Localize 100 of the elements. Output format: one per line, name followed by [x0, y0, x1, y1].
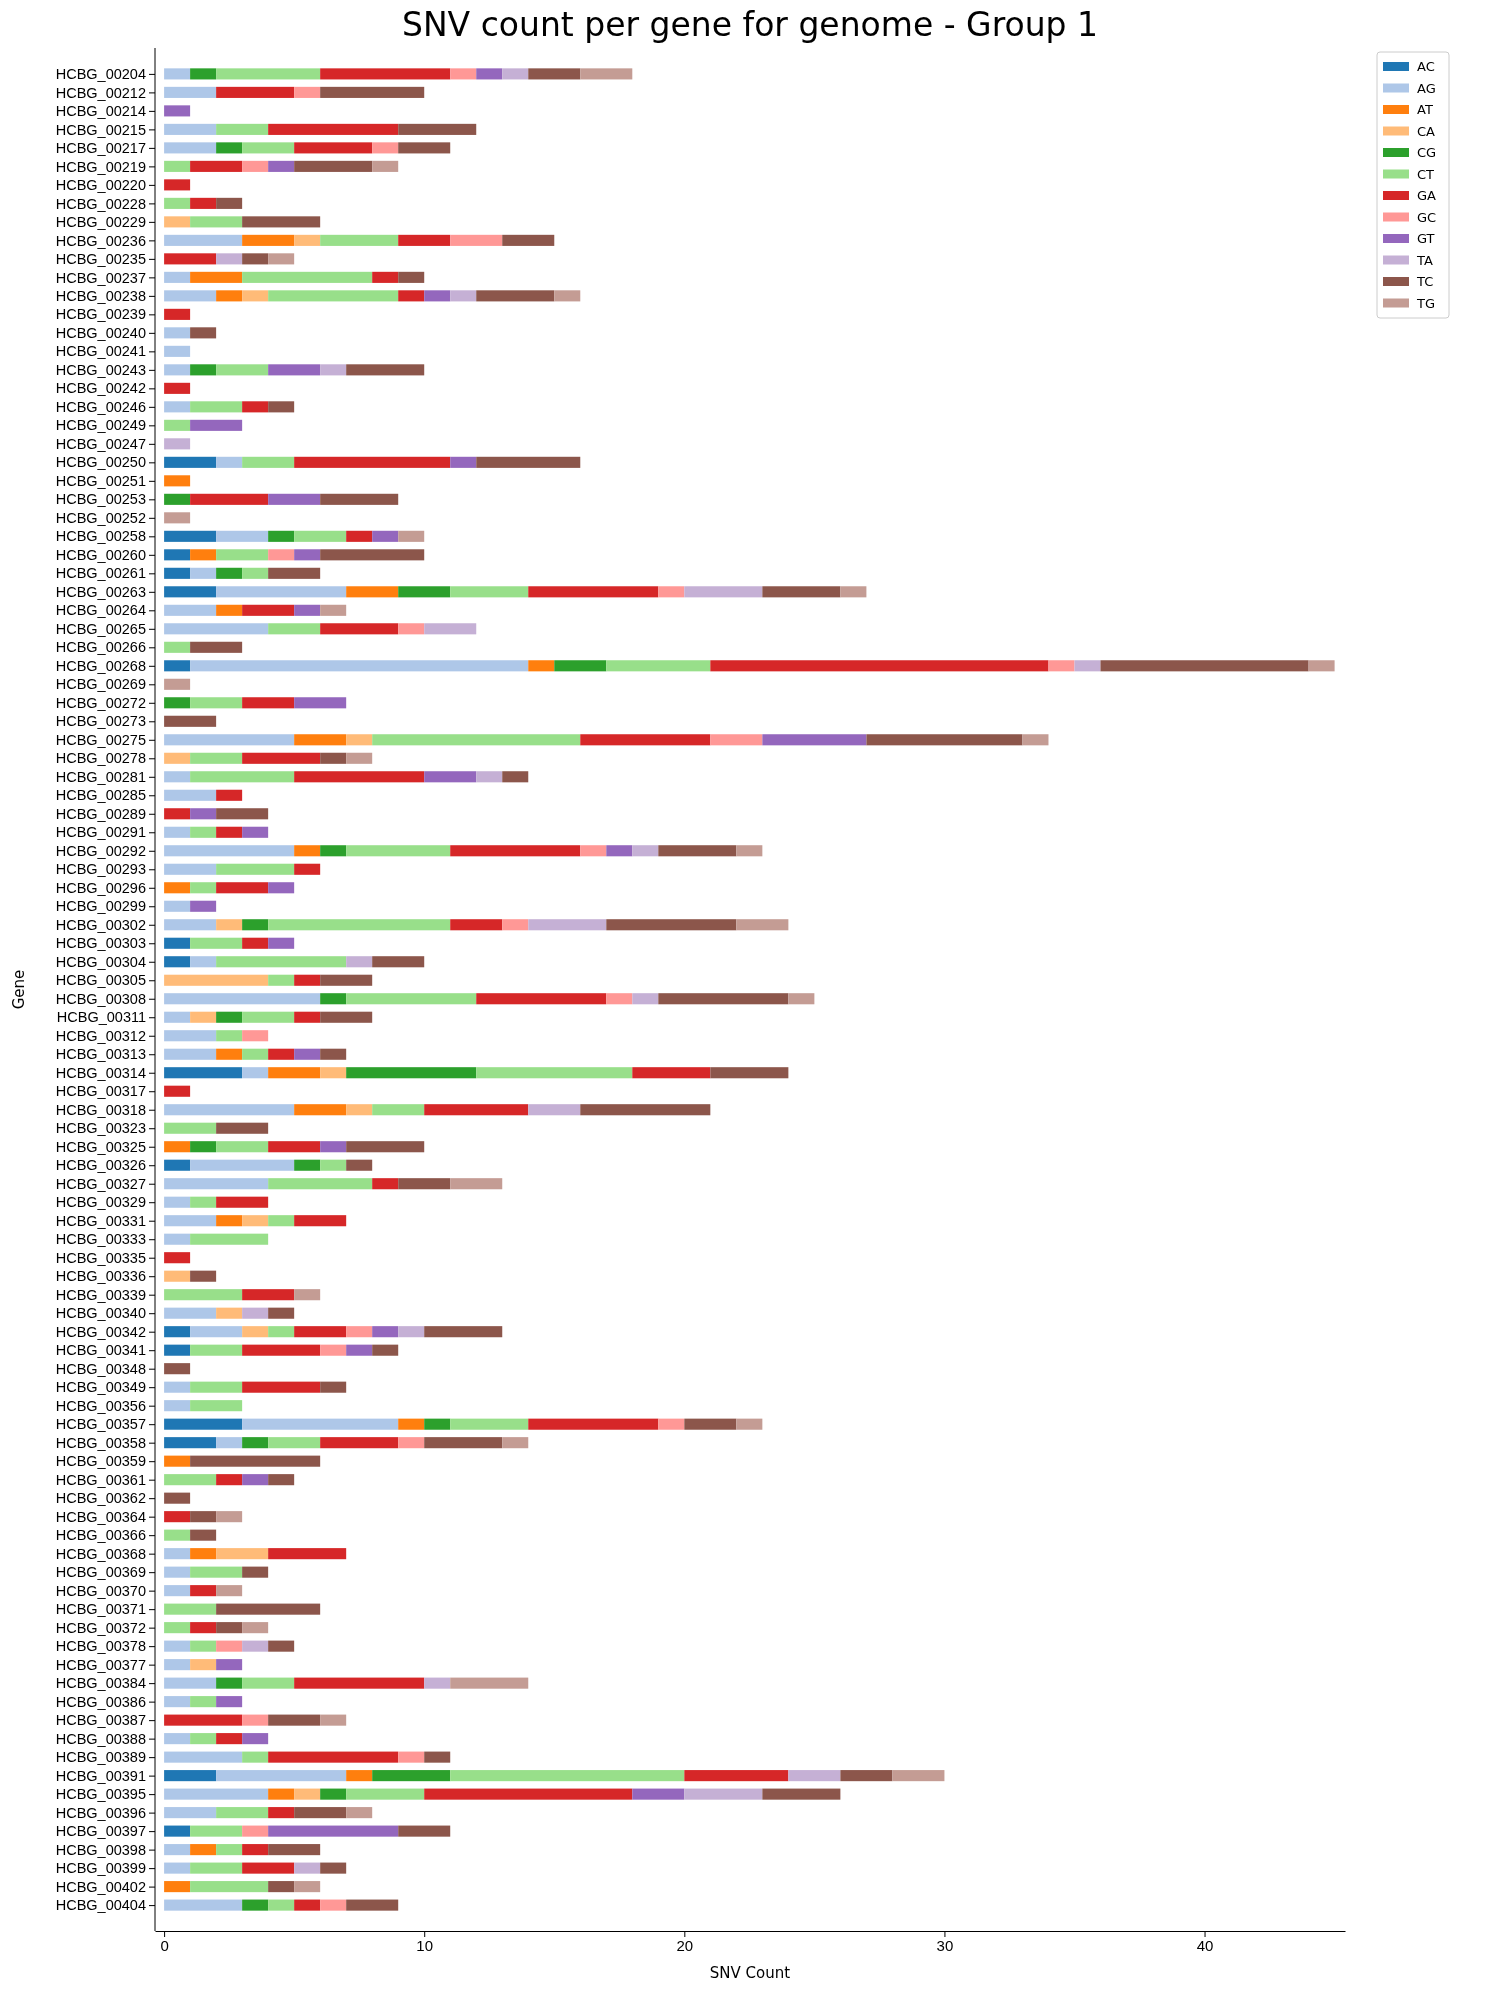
y-tick-label: HCBG_00272: [55, 694, 146, 711]
bar: [320, 1048, 347, 1060]
y-tick-label: HCBG_00341: [55, 1342, 146, 1359]
bar: [268, 1437, 321, 1449]
bar: [372, 956, 425, 968]
bar: [216, 1548, 269, 1560]
bar: [242, 1714, 269, 1726]
bar: [164, 1825, 191, 1837]
bar: [398, 1751, 425, 1763]
bar: [398, 1825, 451, 1837]
bar: [164, 1659, 191, 1671]
bar: [268, 1751, 399, 1763]
y-tick-label: HCBG_00329: [55, 1194, 146, 1211]
bar: [242, 142, 295, 154]
bar: [190, 771, 295, 783]
bar: [164, 197, 191, 209]
bar: [216, 1437, 243, 1449]
y-tick-label: HCBG_00263: [55, 583, 146, 600]
bar: [502, 1437, 529, 1449]
bar: [216, 364, 269, 376]
bar: [164, 1418, 243, 1430]
bar: [476, 68, 503, 80]
y-tick-label: HCBG_00377: [55, 1656, 146, 1673]
bar: [268, 1215, 295, 1227]
bar: [164, 308, 191, 320]
bar: [190, 1233, 269, 1245]
bar: [164, 105, 191, 117]
bar: [268, 123, 399, 135]
bar: [242, 1566, 269, 1578]
bar: [164, 142, 217, 154]
x-tick-label: 30: [936, 1936, 954, 1954]
bar: [164, 660, 191, 672]
bar: [372, 271, 399, 283]
y-tick-label: HCBG_00358: [55, 1434, 146, 1451]
y-tick-label: HCBG_00303: [55, 935, 146, 952]
bar: [190, 1659, 217, 1671]
bar: [450, 586, 529, 598]
bar: [346, 1344, 373, 1356]
bar: [242, 1030, 269, 1042]
y-tick-label: HCBG_00361: [55, 1471, 146, 1488]
bar: [320, 68, 451, 80]
bar: [372, 530, 399, 542]
legend-label: TC: [1416, 274, 1434, 289]
bar: [242, 1344, 321, 1356]
bar: [164, 1751, 243, 1763]
bar: [216, 586, 347, 598]
bar: [216, 956, 347, 968]
bar: [164, 456, 217, 468]
bar: [164, 1104, 295, 1116]
bar: [190, 1622, 217, 1634]
bar: [190, 1825, 243, 1837]
bar: [164, 1529, 191, 1541]
bar: [528, 68, 581, 80]
bar: [294, 1289, 321, 1301]
y-tick-label: HCBG_00323: [55, 1120, 146, 1137]
y-tick-label: HCBG_00281: [55, 768, 146, 785]
bar: [242, 1437, 269, 1449]
bar: [398, 1178, 451, 1190]
bar: [216, 1603, 321, 1615]
bar: [164, 1159, 191, 1171]
bar: [164, 253, 217, 265]
y-tick-label: HCBG_00308: [55, 990, 146, 1007]
bar: [190, 826, 217, 838]
bar: [216, 1030, 243, 1042]
bar: [424, 1326, 503, 1338]
bar: [164, 1696, 191, 1708]
bar: [242, 826, 269, 838]
bar: [372, 1104, 425, 1116]
bar: [164, 512, 191, 524]
bar: [658, 1418, 685, 1430]
bar: [372, 1770, 451, 1782]
bar: [450, 68, 477, 80]
bar: [424, 1677, 451, 1689]
bar: [294, 1788, 321, 1800]
bar: [164, 1215, 217, 1227]
bar: [164, 882, 191, 894]
bar: [164, 1881, 191, 1893]
y-tick-label: HCBG_00258: [55, 528, 146, 545]
bar: [164, 993, 321, 1005]
bar: [346, 993, 477, 1005]
bar: [190, 956, 217, 968]
bar: [164, 382, 191, 394]
bar: [190, 1640, 217, 1652]
bar: [216, 604, 243, 616]
bar: [398, 530, 425, 542]
bar: [554, 290, 581, 302]
bar: [320, 993, 347, 1005]
legend-label: TA: [1416, 252, 1433, 268]
bar: [476, 993, 607, 1005]
bar: [632, 845, 659, 857]
y-tick-label: HCBG_00357: [55, 1416, 146, 1433]
y-tick-label: HCBG_00296: [55, 879, 146, 896]
bar: [164, 1289, 243, 1301]
bar: [190, 1511, 217, 1523]
bar: [346, 1326, 373, 1338]
y-tick-label: HCBG_00292: [55, 842, 146, 859]
bar: [268, 1307, 295, 1319]
y-tick-label: HCBG_00389: [55, 1749, 146, 1766]
y-tick-label: HCBG_00273: [55, 713, 146, 730]
bar: [216, 1770, 347, 1782]
